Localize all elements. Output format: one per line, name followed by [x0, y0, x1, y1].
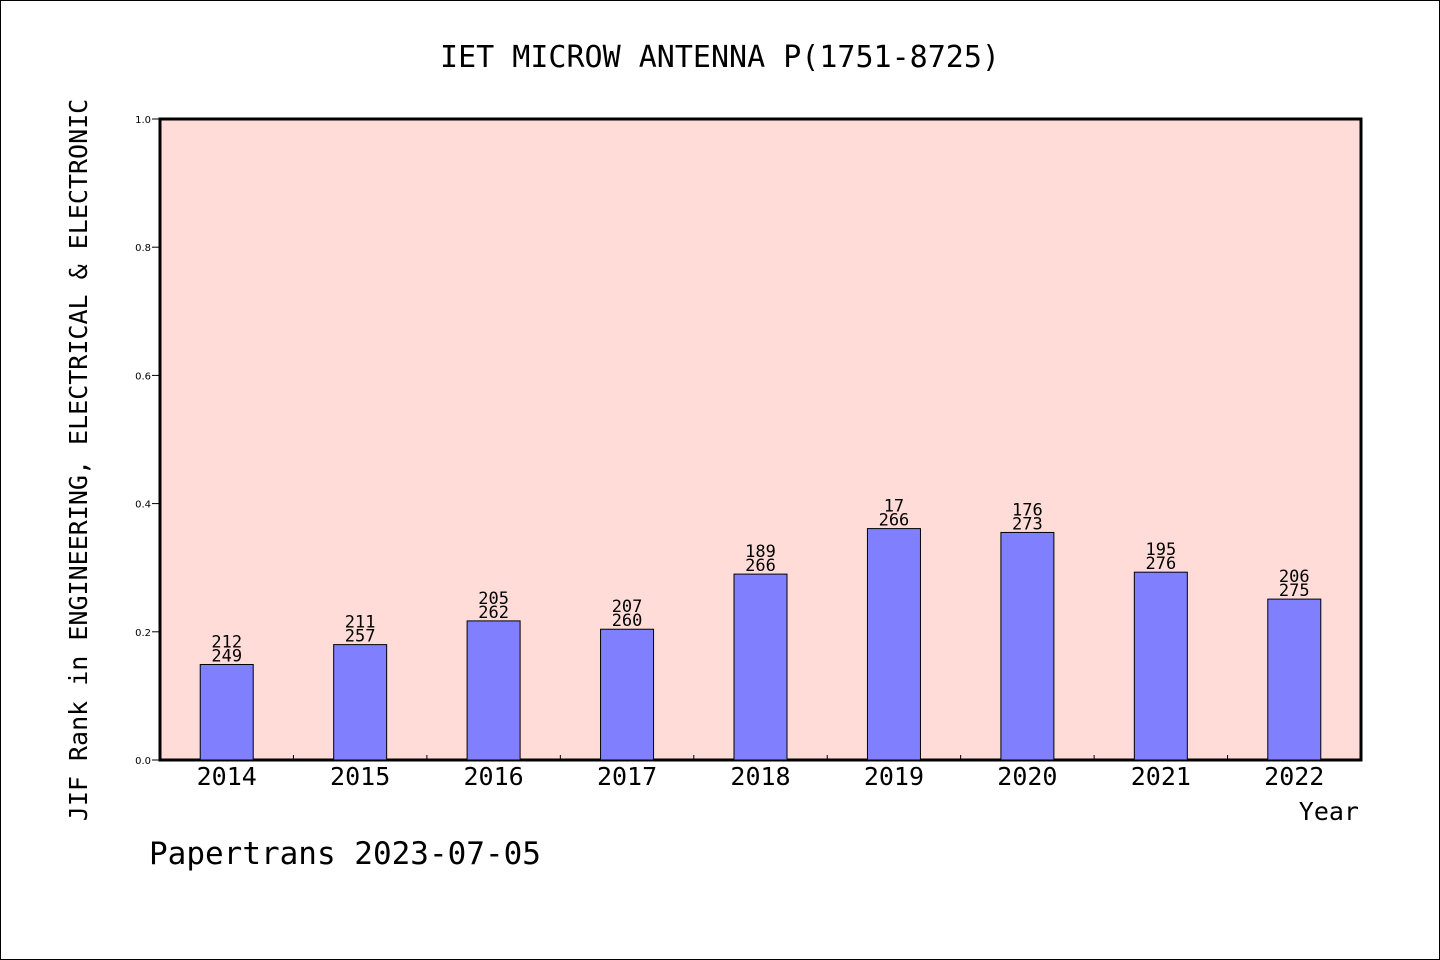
bar-rank-label: 211	[345, 613, 376, 633]
bar-total-label: 273	[1012, 514, 1043, 534]
bar-2015	[333, 644, 388, 761]
bar-rank-label: 189	[745, 542, 776, 562]
bar-2022	[1267, 598, 1322, 761]
bar-total-label: 266	[745, 556, 776, 576]
bar-total-label: 275	[1279, 581, 1310, 601]
x-tick-label: 2017	[597, 762, 657, 791]
x-tick-label: 2022	[1264, 762, 1324, 791]
bar-total-label: 266	[879, 511, 910, 531]
bar-total-label: 257	[345, 627, 376, 647]
bar-2017	[600, 628, 655, 761]
bar-2016	[466, 620, 521, 761]
x-tick-label: 2016	[464, 762, 524, 791]
y-tick-label: 0.2	[135, 628, 151, 639]
bar-total-label: 260	[612, 611, 643, 631]
bar-2018	[733, 573, 788, 761]
x-axis-label: Year	[1299, 797, 1359, 826]
bar-series	[199, 528, 1322, 761]
y-tick-label: 0.4	[135, 500, 151, 511]
bar-rank-label: 176	[1012, 500, 1043, 520]
y-tick-label: 0.0	[135, 756, 151, 767]
bar-rank-label: 206	[1279, 567, 1310, 587]
bar-total-label: 249	[211, 646, 242, 666]
watermark-text: Papertrans 2023-07-05	[149, 836, 541, 872]
y-tick-label: 0.8	[135, 243, 151, 254]
x-tick-label: 2021	[1131, 762, 1191, 791]
x-tick-label: 2018	[730, 762, 790, 791]
bar-total-label: 276	[1145, 554, 1176, 574]
x-axis: 2014 2015 2016 2017 2018 2019 2020 2021 2022	[197, 755, 1324, 791]
bar-rank-label: 207	[612, 597, 643, 617]
x-tick-label: 2020	[997, 762, 1057, 791]
y-axis: 0.0 0.2 0.4 0.6 0.8 1.0	[135, 115, 160, 767]
y-tick-label: 1.0	[135, 115, 151, 126]
chart-title: IET MICROW ANTENNA P(1751-8725)	[440, 40, 1000, 75]
y-tick-label: 0.6	[135, 371, 151, 382]
bar-2020	[1000, 531, 1055, 761]
x-tick-label: 2015	[330, 762, 390, 791]
x-tick-label: 2019	[864, 762, 924, 791]
x-tick-label: 2014	[197, 762, 257, 791]
bar-rank-label: 205	[478, 589, 509, 609]
bar-2014	[199, 663, 254, 761]
bar-2019	[866, 528, 921, 761]
bar-rank-label: 195	[1145, 540, 1176, 560]
y-axis-label: JIF Rank in ENGINEERING, ELECTRICAL & EL…	[64, 99, 93, 821]
bar-total-label: 262	[478, 603, 509, 623]
bar-rank-label: 212	[211, 632, 242, 652]
bar-2021	[1133, 571, 1188, 761]
bar-rank-label: 17	[884, 497, 904, 517]
